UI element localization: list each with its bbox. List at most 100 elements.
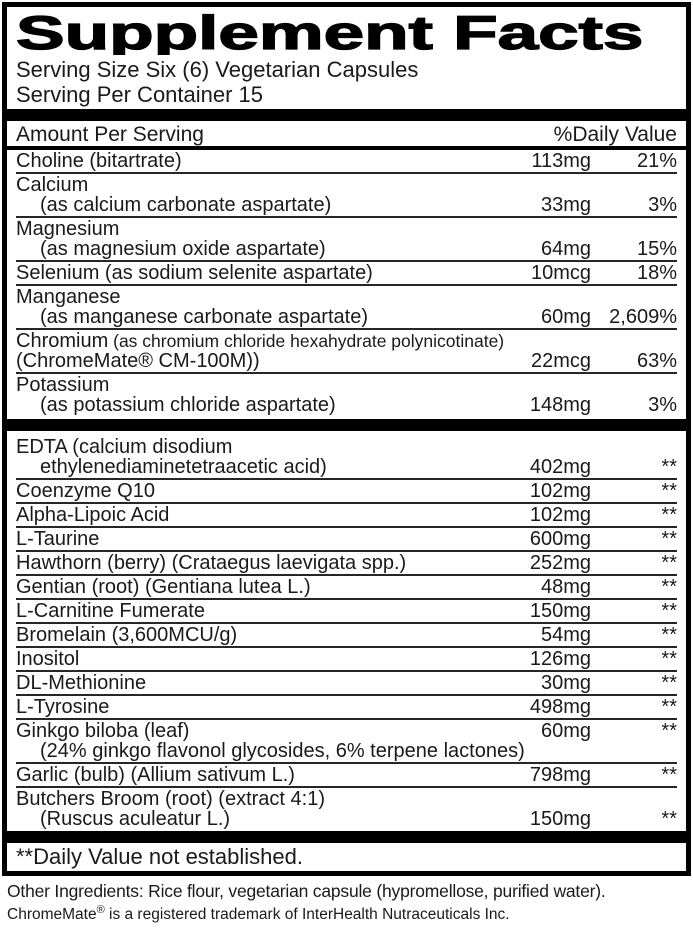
table-row: Potassium (as potassium chloride asparta… xyxy=(16,374,677,416)
ingredient-name-text: Garlic (bulb) (Allium sativum L.) xyxy=(16,764,295,786)
ingredient-name: Gentian (root) (Gentiana lutea L.) xyxy=(16,577,491,597)
table-row: L-Tyrosine 498mg ** xyxy=(16,696,677,720)
ingredient-name-text: EDTA (calcium disodium xyxy=(16,436,233,458)
table-row-line: L-Tyrosine 498mg ** xyxy=(16,697,677,717)
amount-value: 113mg xyxy=(531,150,591,172)
table-row-line: L-Taurine 600mg ** xyxy=(16,529,677,549)
table-row-line: (as magnesium oxide aspartate) 64mg 15% xyxy=(16,239,677,259)
daily-value-cell: 3% xyxy=(648,194,677,216)
table-row-line: (ChromeMate® CM-100M)) 22mcg 63% xyxy=(16,351,677,371)
daily-value-cell: ** xyxy=(661,764,677,786)
amount-value: 148mg xyxy=(529,394,591,416)
header-divider-bar xyxy=(7,109,686,121)
trademark-statement: is a registered trademark of InterHealth… xyxy=(104,906,510,923)
ingredient-name-text: Ginkgo biloba (leaf) xyxy=(16,720,190,742)
table-row-line: (24% ginkgo flavonol glycosides, 6% terp… xyxy=(16,741,677,761)
table-row-line: Choline (bitartrate) 113mg 21% xyxy=(16,151,677,171)
table-row-line: (as calcium carbonate aspartate) 33mg 3% xyxy=(16,195,677,215)
ingredient-name-text: Potassium xyxy=(16,374,110,396)
panel-title-row: Supplement Facts xyxy=(7,7,686,55)
ingredient-name-text: Coenzyme Q10 xyxy=(16,480,155,502)
ingredient-name-text: (as potassium chloride aspartate) xyxy=(40,394,336,416)
ingredient-name: Chromium (as chromium chloride hexahydra… xyxy=(16,331,504,351)
ingredient-name-text: Hawthorn (berry) (Crataegus laevigata sp… xyxy=(16,552,407,574)
daily-value-cell: 63% xyxy=(636,350,677,372)
daily-value-cell: ** xyxy=(661,504,677,526)
daily-value-cell: ** xyxy=(661,624,677,646)
supplement-facts-panel: Supplement Facts Serving Size Six (6) Ve… xyxy=(2,2,691,876)
ingredient-name: Calcium xyxy=(16,175,491,195)
table-row-line: Chromium (as chromium chloride hexahydra… xyxy=(16,331,677,351)
ingredient-name: (as manganese carbonate aspartate) xyxy=(16,307,491,327)
amount-value: 102mg xyxy=(529,504,591,526)
ingredient-name: L-Tyrosine xyxy=(16,697,491,717)
servings-per-container-text: Serving Per Container 15 xyxy=(16,82,264,107)
ingredient-name-text: Manganese xyxy=(16,286,121,308)
table-row-line: Garlic (bulb) (Allium sativum L.) 798mg … xyxy=(16,765,677,785)
ingredient-name-text: L-Tyrosine xyxy=(16,696,110,718)
table-row: Bromelain (3,600MCU/g) 54mg ** xyxy=(16,624,677,648)
ingredient-name: Magnesium xyxy=(16,219,491,239)
table-row-line: Bromelain (3,600MCU/g) 54mg ** xyxy=(16,625,677,645)
ingredient-name: (as magnesium oxide aspartate) xyxy=(16,239,491,259)
ingredient-name: Choline (bitartrate) xyxy=(16,151,491,171)
amount-value: 22mcg xyxy=(530,350,591,372)
ingredient-name: ethylenediaminetetraacetic acid) xyxy=(16,457,491,477)
amount-value: 126mg xyxy=(529,648,591,670)
daily-value-cell: ** xyxy=(661,672,677,694)
table-row: Ginkgo biloba (leaf) 60mg ** (24% ginkgo… xyxy=(16,720,677,764)
table-row-line: Potassium xyxy=(16,375,677,395)
panel-title: Supplement Facts xyxy=(15,7,644,55)
daily-value-cell: ** xyxy=(661,696,677,718)
ingredient-name-text: (ChromeMate® CM-100M)) xyxy=(16,350,260,372)
ingredient-name-small-text: (as chromium chloride hexahydrate polyni… xyxy=(108,331,505,351)
ingredient-name: (24% ginkgo flavonol glycosides, 6% terp… xyxy=(16,741,525,761)
daily-value-cell: 2,609% xyxy=(609,306,677,328)
amount-value: 64mg xyxy=(540,238,591,260)
ingredient-name: Hawthorn (berry) (Crataegus laevigata sp… xyxy=(16,553,491,573)
ingredient-name: Garlic (bulb) (Allium sativum L.) xyxy=(16,765,491,785)
ingredient-name: L-Taurine xyxy=(16,529,491,549)
table-row-line: Hawthorn (berry) (Crataegus laevigata sp… xyxy=(16,553,677,573)
registered-mark-icon: ® xyxy=(96,903,105,916)
table-row-line: Manganese xyxy=(16,287,677,307)
table-row-line: EDTA (calcium disodium xyxy=(16,437,677,457)
ingredient-name: EDTA (calcium disodium xyxy=(16,437,491,457)
table-row: Manganese (as manganese carbonate aspart… xyxy=(16,286,677,330)
table-row-line: DL-Methionine 30mg ** xyxy=(16,673,677,693)
table-row: Coenzyme Q10 102mg ** xyxy=(16,480,677,504)
table-row-line: Selenium (as sodium selenite aspartate) … xyxy=(16,263,677,283)
ingredient-name-text: Butchers Broom (root) (extract 4:1) xyxy=(16,788,325,810)
table-row: Inositol 126mg ** xyxy=(16,648,677,672)
daily-value-cell: 15% xyxy=(636,238,677,260)
table-row-line: Coenzyme Q10 102mg ** xyxy=(16,481,677,501)
table-row-line: Magnesium xyxy=(16,219,677,239)
below-panel-text: Other Ingredients: Rice flour, vegetaria… xyxy=(0,876,693,925)
daily-value-cell: ** xyxy=(661,552,677,574)
amount-value: 798mg xyxy=(529,764,591,786)
table-row: L-Taurine 600mg ** xyxy=(16,528,677,552)
ingredient-name-text: (as magnesium oxide aspartate) xyxy=(40,238,326,260)
table-row: Choline (bitartrate) 113mg 21% xyxy=(16,150,677,174)
ingredient-name-text: Gentian (root) (Gentiana lutea L.) xyxy=(16,576,311,598)
table-row: L-Carnitine Fumerate 150mg ** xyxy=(16,600,677,624)
table-row-line: Inositol 126mg ** xyxy=(16,649,677,669)
amount-value: 402mg xyxy=(529,456,591,478)
ingredient-name: Selenium (as sodium selenite aspartate) xyxy=(16,263,491,283)
serving-size-text: Serving Size Six (6) Vegetarian Capsules xyxy=(16,57,419,82)
table-row: Butchers Broom (root) (extract 4:1) (Rus… xyxy=(16,788,677,830)
table-row-line: Alpha-Lipoic Acid 102mg ** xyxy=(16,505,677,525)
table-row-line: (as manganese carbonate aspartate) 60mg … xyxy=(16,307,677,327)
amount-value: 60mg xyxy=(540,306,591,328)
amount-value: 33mg xyxy=(540,194,591,216)
table-row: Calcium (as calcium carbonate aspartate)… xyxy=(16,174,677,218)
table-row-line: (as potassium chloride aspartate) 148mg … xyxy=(16,395,677,415)
daily-value-cell: 21% xyxy=(636,150,677,172)
table-row: DL-Methionine 30mg ** xyxy=(16,672,677,696)
daily-value-cell: ** xyxy=(661,720,677,742)
table-row: Magnesium (as magnesium oxide aspartate)… xyxy=(16,218,677,262)
ingredient-name-text: Calcium xyxy=(16,174,89,196)
ingredient-name: Butchers Broom (root) (extract 4:1) xyxy=(16,789,491,809)
amount-value: 252mg xyxy=(529,552,591,574)
ingredient-name: Bromelain (3,600MCU/g) xyxy=(16,625,491,645)
